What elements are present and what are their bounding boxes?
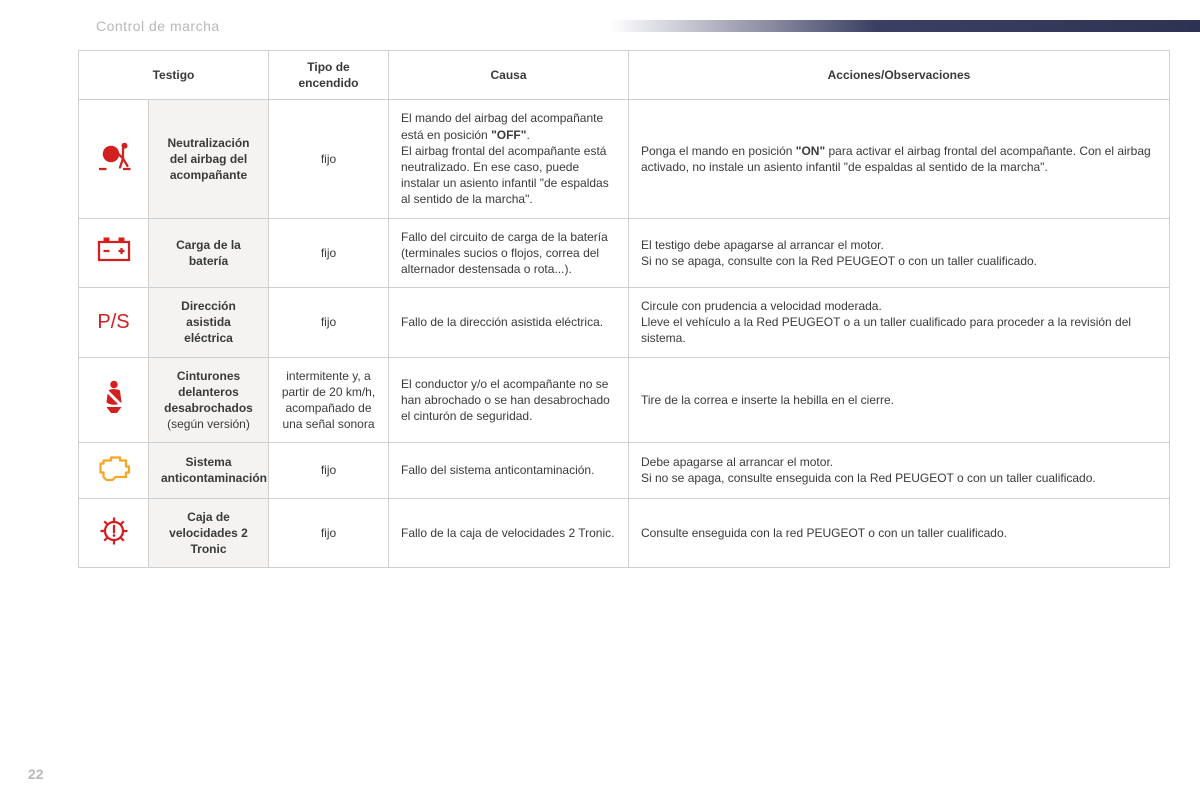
warning-name: Carga de la batería [149, 218, 269, 288]
warnings-table: Testigo Tipo de encendido Causa Acciones… [78, 50, 1170, 568]
warnings-table-wrap: Testigo Tipo de encendido Causa Acciones… [78, 50, 1170, 568]
warning-tipo: fijo [269, 288, 389, 358]
header-gradient-bar [610, 20, 1200, 32]
warning-accion: Ponga el mando en posición "ON" para act… [629, 100, 1170, 218]
warning-tipo: fijo [269, 218, 389, 288]
warning-tipo: fijo [269, 443, 389, 498]
warning-name-sub: (según versión) [167, 417, 250, 431]
warning-causa: Fallo del sistema anticontaminación. [389, 443, 629, 498]
warning-tipo: intermitente y, a partir de 20 km/h, aco… [269, 357, 389, 443]
warning-icon-cell [79, 443, 149, 498]
warning-accion: Circule con prudencia a velocidad modera… [629, 288, 1170, 358]
table-row: Carga de la bateríafijoFallo del circuit… [79, 218, 1170, 288]
warning-causa: Fallo del circuito de carga de la baterí… [389, 218, 629, 288]
warning-icon-cell [79, 100, 149, 218]
warning-tipo: fijo [269, 100, 389, 218]
table-row: Neutralización del airbag del acompañant… [79, 100, 1170, 218]
warning-name: Neutralización del airbag del acompañant… [149, 100, 269, 218]
warning-causa: Fallo de la caja de velocidades 2 Tronic… [389, 498, 629, 568]
col-acciones: Acciones/Observaciones [629, 51, 1170, 100]
warning-causa: Fallo de la dirección asistida eléctrica… [389, 288, 629, 358]
table-row: Cinturones delanteros desabrochados(segú… [79, 357, 1170, 443]
warning-accion: El testigo debe apagarse al arrancar el … [629, 218, 1170, 288]
engine-icon [93, 447, 135, 489]
warning-name: Dirección asistida eléctrica [149, 288, 269, 358]
seatbelt-icon [93, 377, 135, 419]
warning-causa: El mando del airbag del acompañante está… [389, 100, 629, 218]
col-testigo: Testigo [79, 51, 269, 100]
table-header-row: Testigo Tipo de encendido Causa Acciones… [79, 51, 1170, 100]
warning-name: Sistema anticontaminación [149, 443, 269, 498]
warning-causa: El conductor y/o el acompañante no se ha… [389, 357, 629, 443]
section-title: Control de marcha [96, 18, 220, 34]
warning-name: Caja de velocidades 2 Tronic [149, 498, 269, 568]
warning-icon-cell [79, 357, 149, 443]
warning-icon-cell: P/S [79, 288, 149, 358]
col-causa: Causa [389, 51, 629, 100]
page-header: Control de marcha [96, 18, 1200, 34]
table-row: Caja de velocidades 2 TronicfijoFallo de… [79, 498, 1170, 568]
warning-tipo: fijo [269, 498, 389, 568]
warning-icon-cell [79, 218, 149, 288]
gear-warn-icon [93, 510, 135, 552]
page-number: 22 [28, 766, 44, 782]
warning-accion: Debe apagarse al arrancar el motor.Si no… [629, 443, 1170, 498]
airbag-off-icon [93, 136, 135, 178]
warning-accion: Tire de la correa e inserte la hebilla e… [629, 357, 1170, 443]
warning-name: Cinturones delanteros desabrochados(segú… [149, 357, 269, 443]
warning-accion: Consulte enseguida con la red PEUGEOT o … [629, 498, 1170, 568]
ps-text-icon: P/S [97, 311, 129, 333]
battery-icon [93, 230, 135, 272]
warning-icon-cell [79, 498, 149, 568]
col-tipo: Tipo de encendido [269, 51, 389, 100]
table-row: Sistema anticontaminaciónfijoFallo del s… [79, 443, 1170, 498]
table-row: P/S Dirección asistida eléctricafijoFallo… [79, 288, 1170, 358]
